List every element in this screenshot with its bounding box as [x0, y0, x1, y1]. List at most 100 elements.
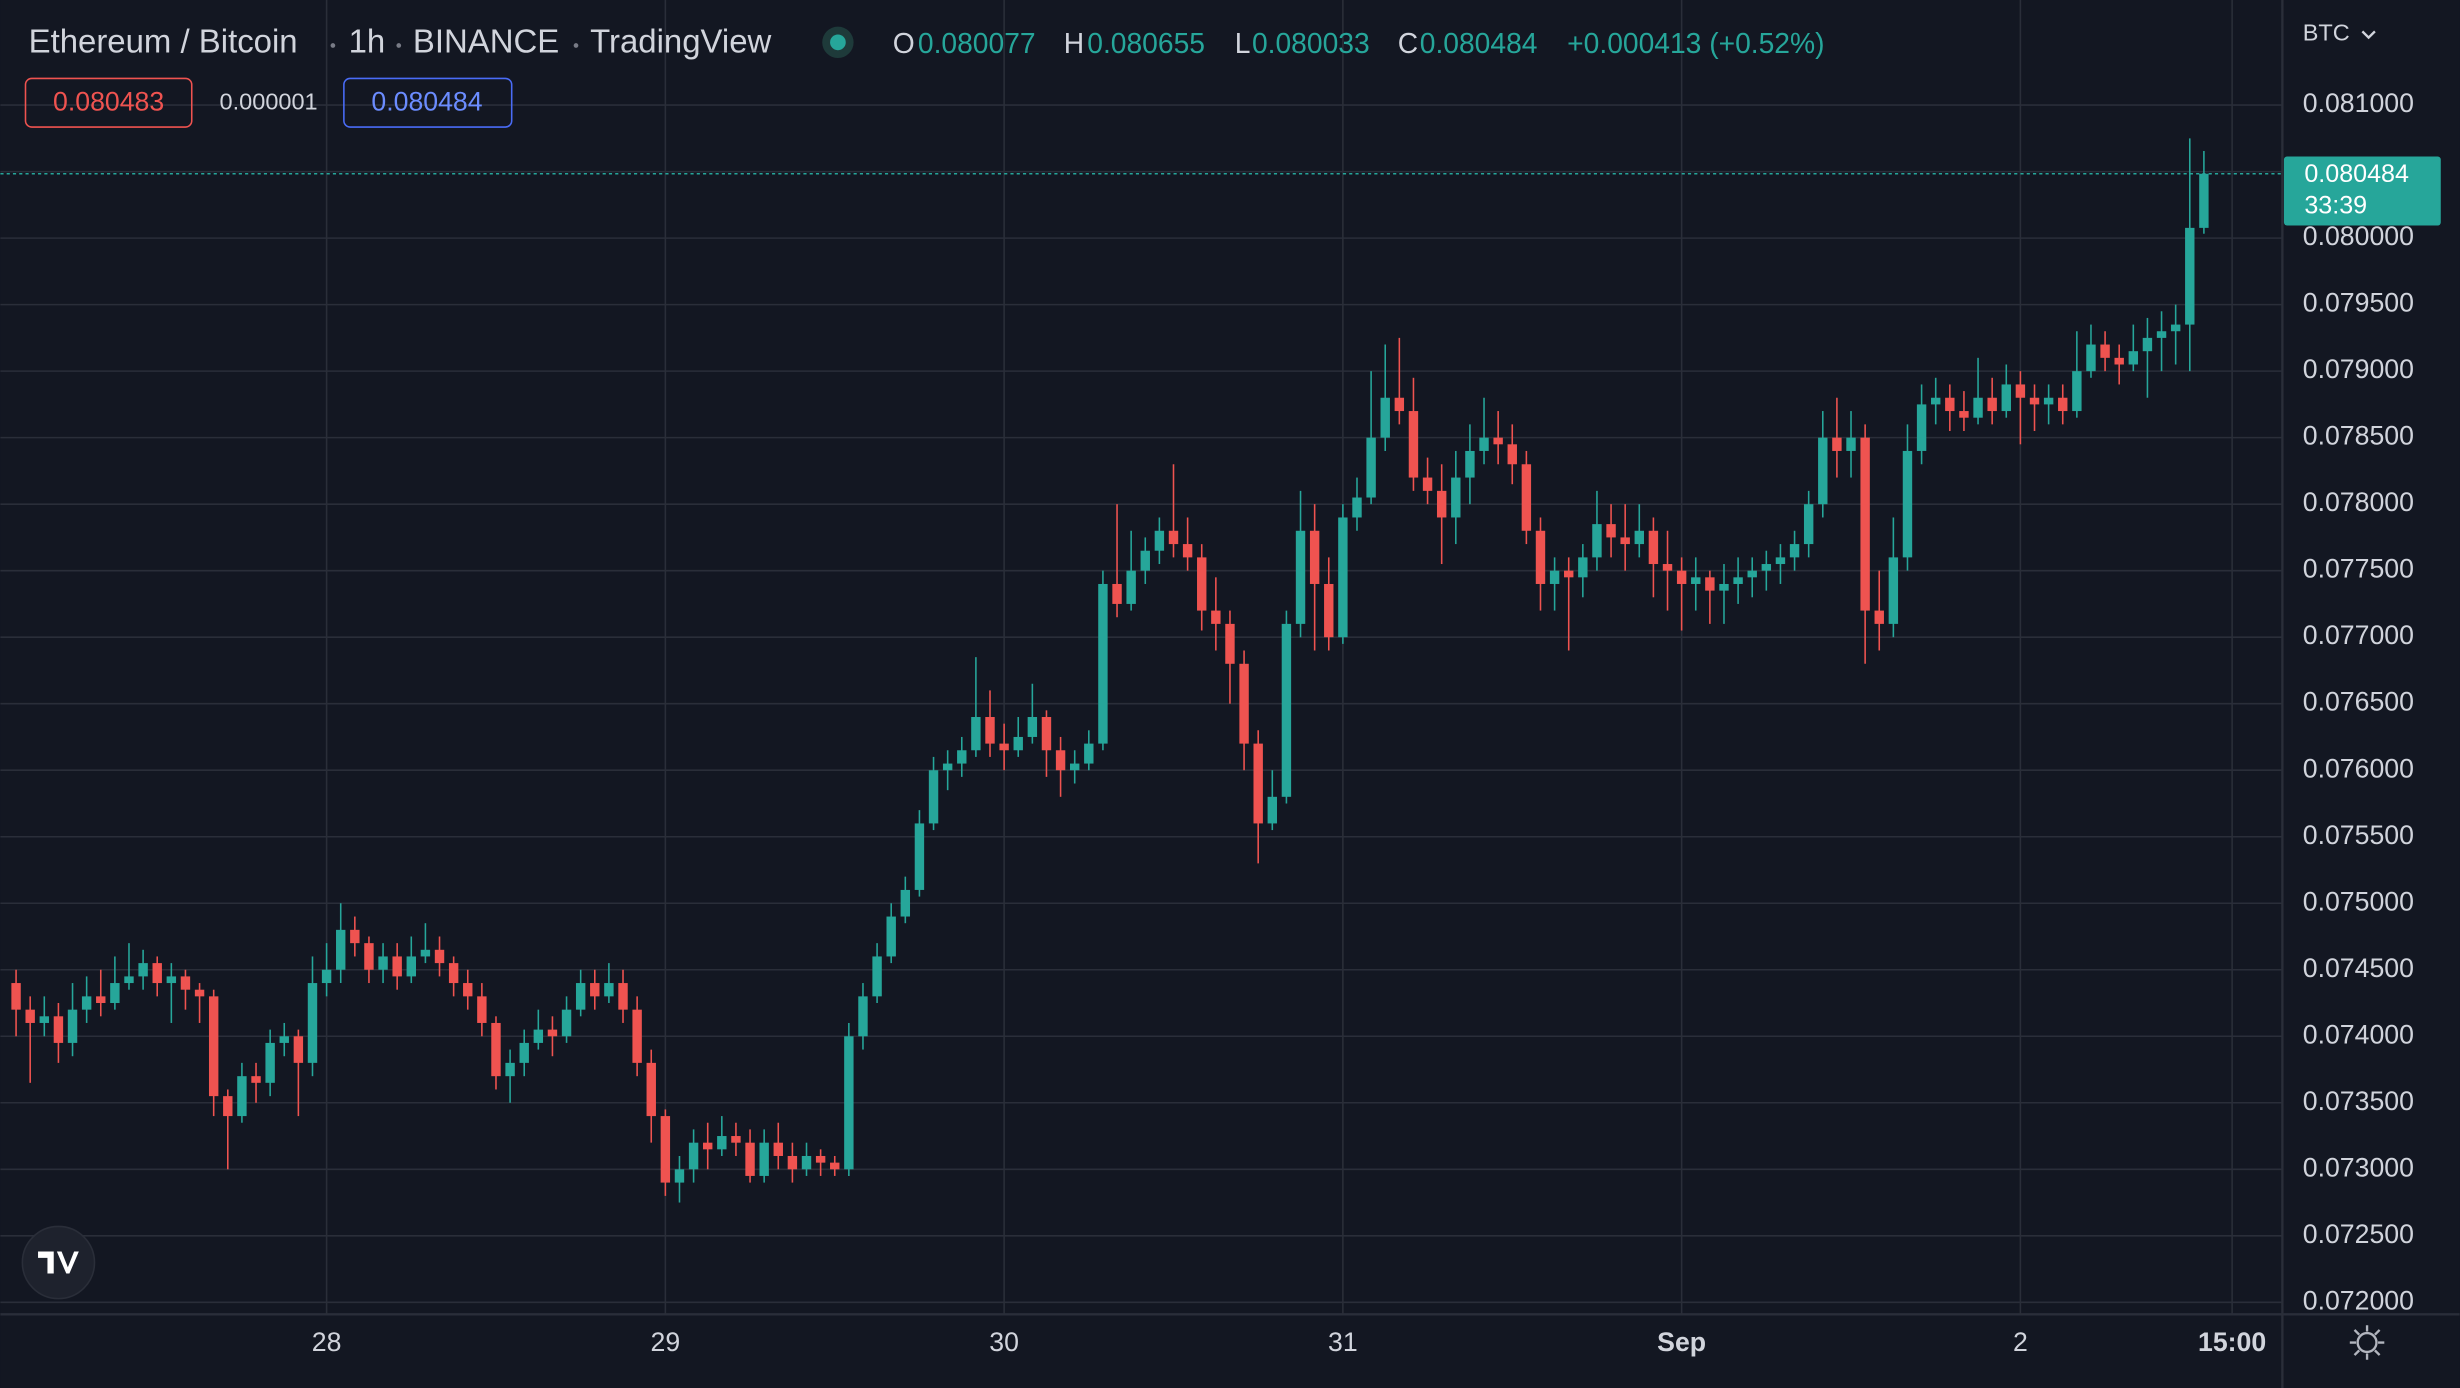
- candle-body: [759, 1142, 769, 1176]
- candle-body: [2156, 331, 2167, 338]
- separator: [573, 43, 579, 48]
- candle-body: [364, 943, 374, 970]
- x-tick-label: 30: [989, 1327, 1019, 1357]
- candle-body: [942, 763, 953, 771]
- candle-body: [745, 1142, 755, 1176]
- logo-circle[interactable]: [21, 1225, 96, 1300]
- legend-value: 0.080077: [918, 27, 1036, 59]
- candle-body: [1578, 557, 1588, 578]
- candle-body: [1211, 610, 1221, 624]
- candle-body: [1564, 570, 1574, 578]
- sell-button[interactable]: [24, 77, 193, 128]
- currency[interactable]: BTC: [2303, 20, 2350, 46]
- candle-body: [350, 929, 360, 944]
- candle-body: [703, 1142, 713, 1150]
- buy-button[interactable]: [343, 77, 513, 128]
- legend-value: 0.080655: [1087, 27, 1205, 59]
- candle-body: [420, 949, 431, 957]
- candle-body: [1803, 504, 1814, 545]
- y-tick-label: 0.073000: [2303, 1152, 2414, 1182]
- candle-body: [1818, 437, 1828, 505]
- y-tick-label: 0.072500: [2303, 1219, 2414, 1249]
- candle-body: [858, 996, 868, 1037]
- candle-body: [434, 949, 445, 964]
- candle-body: [1761, 564, 1772, 571]
- candle-body: [604, 983, 614, 997]
- gear[interactable]: [2356, 1331, 2378, 1354]
- candle-body: [25, 1009, 35, 1023]
- candle-body: [166, 976, 177, 984]
- y-tick-label: 0.074500: [2303, 953, 2414, 983]
- candle-body: [1888, 557, 1899, 624]
- candle-body: [1789, 544, 1800, 558]
- candle-body: [957, 750, 967, 764]
- candle-body: [928, 770, 939, 824]
- candle-body: [1521, 464, 1532, 531]
- settings-icon[interactable]: [2349, 1325, 2385, 1360]
- candle-body: [1959, 411, 1969, 418]
- tv-logo[interactable]: [21, 1225, 96, 1300]
- candle-body: [1098, 583, 1108, 744]
- interval: 1h: [349, 23, 386, 60]
- candle-body: [1366, 437, 1376, 498]
- candle-body: [1069, 763, 1080, 771]
- separator: [330, 43, 336, 48]
- candle-body: [81, 996, 92, 1010]
- candle-body: [660, 1116, 671, 1183]
- last-price-tag: 0.080484 33:39: [2283, 156, 2441, 226]
- candle-body: [11, 983, 21, 1010]
- candle-body: [110, 983, 120, 1004]
- candle-body: [180, 976, 191, 990]
- legend-key: C: [1398, 27, 1418, 59]
- candle-body: [985, 717, 995, 744]
- candle-body: [307, 983, 318, 1063]
- ask-price[interactable]: 0.080484: [371, 87, 482, 117]
- candle-body: [561, 1009, 572, 1037]
- candle-body: [1676, 570, 1687, 584]
- y-tick-label: 0.077500: [2303, 554, 2414, 584]
- y-tick-label: 0.077000: [2303, 620, 2414, 650]
- candle-body: [124, 976, 134, 984]
- candle-body: [223, 1096, 233, 1117]
- logo-mark[interactable]: [38, 1251, 79, 1274]
- bid-price[interactable]: 0.080483: [53, 87, 164, 117]
- candle-body: [815, 1155, 826, 1163]
- candle-body: [1719, 583, 1729, 591]
- spread: 0.000001: [220, 89, 318, 115]
- candle-body: [1408, 411, 1419, 478]
- candle-body: [575, 983, 586, 1010]
- candle-body: [886, 916, 896, 957]
- candle-body: [971, 717, 981, 751]
- candle-body: [194, 989, 205, 997]
- candle-body: [2043, 397, 2054, 405]
- candle-body: [1916, 404, 1927, 451]
- candle-body: [1846, 437, 1856, 451]
- candle-body: [1182, 544, 1193, 558]
- candle-body: [1324, 583, 1334, 638]
- candle-body: [336, 929, 346, 970]
- candle-body: [265, 1042, 275, 1083]
- candle-body: [1705, 577, 1715, 591]
- candle-body: [293, 1036, 304, 1063]
- candle-body: [674, 1169, 685, 1183]
- x-tick-label: 15:00: [2198, 1327, 2266, 1357]
- gear-teeth[interactable]: [2349, 1325, 2385, 1360]
- candle-body: [39, 1016, 50, 1023]
- candle-body: [2199, 173, 2209, 228]
- candle-body: [1606, 524, 1616, 538]
- candle-body: [1267, 796, 1278, 824]
- symbol-title: Ethereum / Bitcoin: [29, 23, 298, 60]
- candle-body: [1874, 610, 1884, 624]
- legend-key: O: [893, 27, 915, 59]
- candle-body: [152, 963, 162, 984]
- countdown: 33:39: [2304, 191, 2367, 219]
- last-price-label: 0.080484: [2304, 160, 2409, 188]
- candle-body: [900, 889, 911, 917]
- candle-body: [96, 996, 106, 1004]
- candle-body: [1140, 550, 1150, 571]
- candle-body: [491, 1022, 501, 1077]
- candle-body: [872, 956, 882, 997]
- currency-chevron[interactable]: [2361, 30, 2376, 40]
- candle-body: [505, 1062, 515, 1077]
